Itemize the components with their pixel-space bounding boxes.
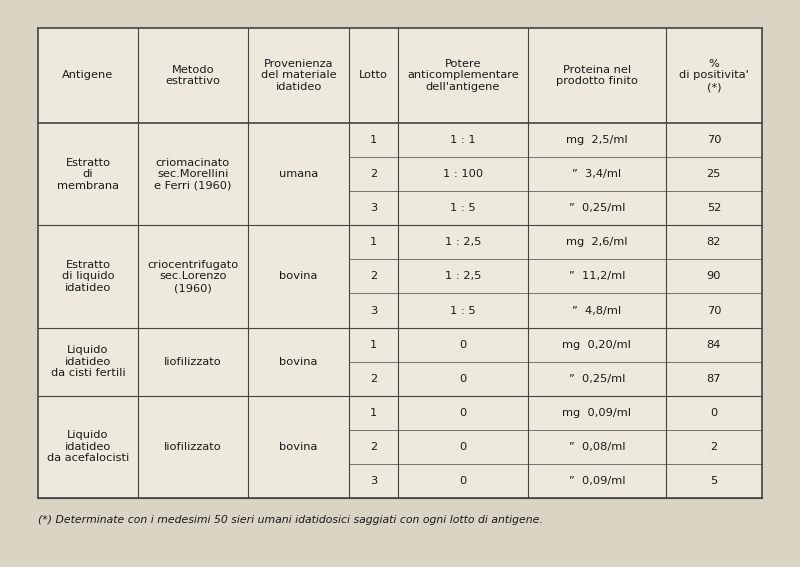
Text: Lotto: Lotto <box>359 70 388 81</box>
Text: 0: 0 <box>459 340 466 350</box>
Text: mg  2,6/ml: mg 2,6/ml <box>566 238 628 247</box>
Text: 1: 1 <box>370 340 377 350</box>
Text: 2: 2 <box>710 442 718 452</box>
Text: 52: 52 <box>706 203 721 213</box>
Text: bovina: bovina <box>279 442 318 452</box>
Text: 1 : 1: 1 : 1 <box>450 135 476 145</box>
Text: 1: 1 <box>370 238 377 247</box>
Text: 84: 84 <box>706 340 721 350</box>
Text: 1 : 100: 1 : 100 <box>443 169 483 179</box>
Text: 70: 70 <box>706 306 721 315</box>
Text: mg  0,20/ml: mg 0,20/ml <box>562 340 631 350</box>
Text: mg  2,5/ml: mg 2,5/ml <box>566 135 628 145</box>
Text: ”  3,4/ml: ” 3,4/ml <box>572 169 622 179</box>
Text: liofilizzato: liofilizzato <box>164 357 222 367</box>
Text: 82: 82 <box>706 238 721 247</box>
Text: 0: 0 <box>710 408 718 418</box>
Text: 2: 2 <box>370 169 377 179</box>
Text: ”  0,25/ml: ” 0,25/ml <box>569 374 625 384</box>
Text: criomacinato
sec.Morellini
e Ferri (1960): criomacinato sec.Morellini e Ferri (1960… <box>154 158 232 191</box>
Text: ”  0,08/ml: ” 0,08/ml <box>569 442 625 452</box>
Text: 1 : 5: 1 : 5 <box>450 203 476 213</box>
Text: 3: 3 <box>370 476 377 486</box>
Text: ”  4,8/ml: ” 4,8/ml <box>572 306 622 315</box>
Text: bovina: bovina <box>279 357 318 367</box>
Text: Proteina nel
prodotto finito: Proteina nel prodotto finito <box>556 65 638 86</box>
Text: 3: 3 <box>370 203 377 213</box>
Text: Potere
anticomplementare
dell'antigene: Potere anticomplementare dell'antigene <box>407 59 519 92</box>
Text: 25: 25 <box>706 169 721 179</box>
Text: ”  11,2/ml: ” 11,2/ml <box>569 272 625 281</box>
Text: liofilizzato: liofilizzato <box>164 442 222 452</box>
Text: Liquido
idatideo
da acefalocisti: Liquido idatideo da acefalocisti <box>47 430 129 463</box>
Text: 3: 3 <box>370 306 377 315</box>
Text: 70: 70 <box>706 135 721 145</box>
Text: Liquido
idatideo
da cisti fertili: Liquido idatideo da cisti fertili <box>50 345 126 378</box>
Text: Antigene: Antigene <box>62 70 114 81</box>
Text: 0: 0 <box>459 408 466 418</box>
Text: 87: 87 <box>706 374 721 384</box>
Text: bovina: bovina <box>279 272 318 281</box>
Text: mg  0,09/ml: mg 0,09/ml <box>562 408 631 418</box>
Text: 1 : 2,5: 1 : 2,5 <box>445 238 481 247</box>
Text: 0: 0 <box>459 442 466 452</box>
Text: Metodo
estrattivo: Metodo estrattivo <box>166 65 221 86</box>
Text: criocentrifugato
sec.Lorenzo
(1960): criocentrifugato sec.Lorenzo (1960) <box>147 260 238 293</box>
Text: 2: 2 <box>370 272 377 281</box>
Text: Estratto
di
membrana: Estratto di membrana <box>57 158 119 191</box>
Text: ”  0,25/ml: ” 0,25/ml <box>569 203 625 213</box>
Text: 1 : 2,5: 1 : 2,5 <box>445 272 481 281</box>
Text: %
di positivita'
(*): % di positivita' (*) <box>679 59 749 92</box>
Text: Provenienza
del materiale
idatideo: Provenienza del materiale idatideo <box>261 59 337 92</box>
Text: 1: 1 <box>370 135 377 145</box>
Text: 2: 2 <box>370 442 377 452</box>
Text: umana: umana <box>279 169 318 179</box>
Text: Estratto
di liquido
idatideo: Estratto di liquido idatideo <box>62 260 114 293</box>
Text: (*) Determinate con i medesimi 50 sieri umani idatidosici saggiati con ogni lott: (*) Determinate con i medesimi 50 sieri … <box>38 515 543 525</box>
Text: 0: 0 <box>459 476 466 486</box>
Text: ”  0,09/ml: ” 0,09/ml <box>569 476 625 486</box>
Text: 1 : 5: 1 : 5 <box>450 306 476 315</box>
Text: 0: 0 <box>459 374 466 384</box>
Text: 90: 90 <box>706 272 721 281</box>
Text: 2: 2 <box>370 374 377 384</box>
Text: 1: 1 <box>370 408 377 418</box>
Text: 5: 5 <box>710 476 718 486</box>
